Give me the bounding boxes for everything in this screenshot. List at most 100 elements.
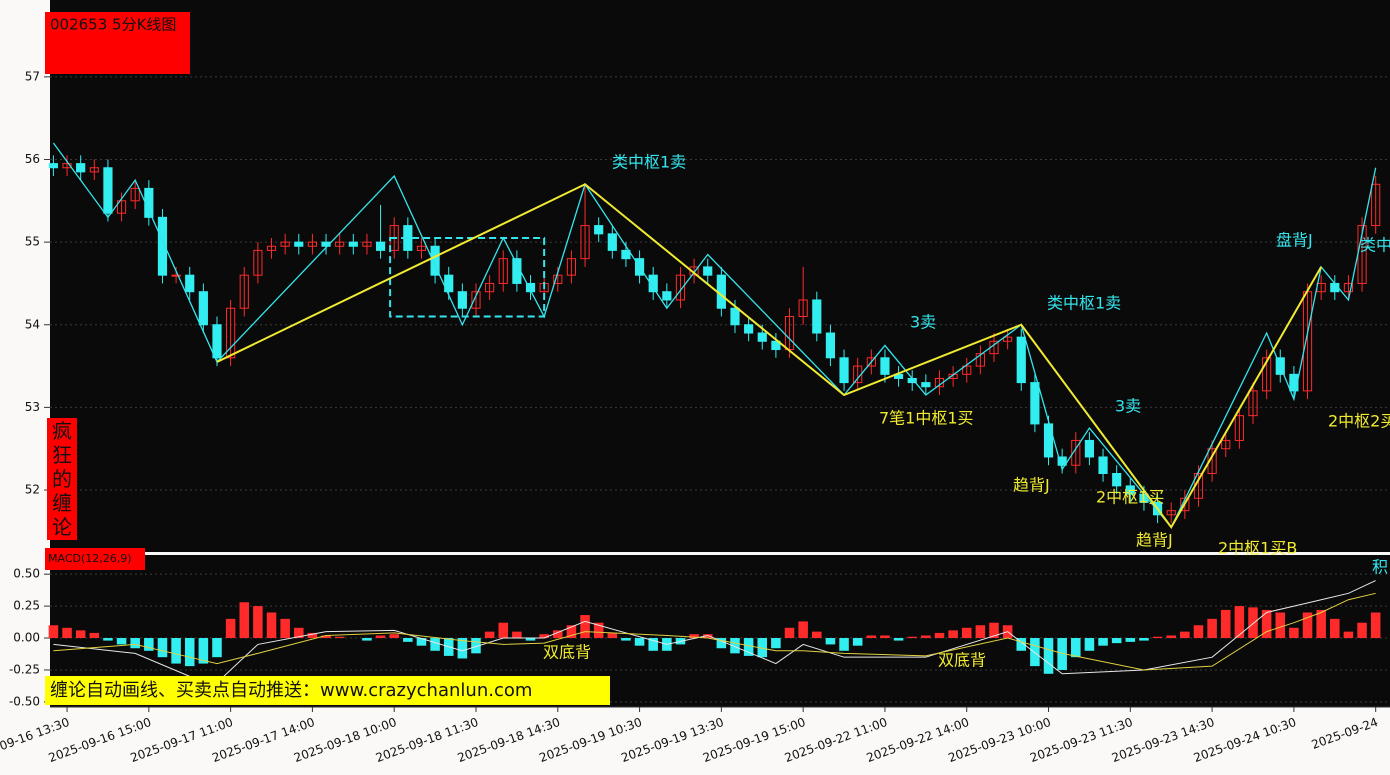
macd-bar [334, 636, 345, 639]
candle-body [553, 274, 563, 284]
annotation: 双底背 [543, 643, 591, 662]
macd-bar [1289, 627, 1299, 639]
macd-bar [553, 630, 563, 639]
candle-body [348, 241, 358, 247]
macd-bar [730, 638, 740, 654]
macd-bar [116, 638, 127, 645]
macd-bar [403, 638, 413, 642]
candle-body [689, 266, 699, 276]
macd-bar [893, 638, 904, 641]
annotation: 3卖 [910, 313, 936, 332]
macd-bar [416, 638, 427, 646]
macd-bar [1316, 609, 1326, 639]
macd-bar [593, 622, 604, 639]
candle-body [375, 241, 386, 251]
candle-body [962, 365, 972, 375]
y-tick-label: 53 [25, 400, 40, 414]
candle-body [485, 282, 495, 293]
candle-body [880, 357, 890, 375]
macd-bar [1057, 638, 1067, 670]
macd-bar [430, 638, 440, 651]
annotation: 2中枢1买B [1218, 539, 1297, 558]
candle-body [198, 291, 208, 326]
macd-bar [1261, 609, 1272, 639]
macd-bar [1220, 609, 1231, 639]
candle-body [744, 324, 754, 334]
macd-bar [812, 631, 822, 639]
macd-bar [1125, 638, 1136, 642]
dea-line [53, 592, 1376, 671]
candle-body [430, 245, 440, 276]
candle-body [594, 225, 604, 235]
candle-body [103, 167, 113, 214]
macd-bar [253, 606, 263, 639]
macd-bar [1098, 638, 1108, 646]
banner: 缠论自动画线、买卖点自动推送：www.crazychanlun.com [50, 680, 532, 701]
macd-bar [1043, 638, 1054, 674]
y-tick-label: 54 [25, 317, 40, 331]
macd-bar [784, 627, 795, 639]
macd-bar [934, 632, 945, 639]
candle-body [185, 274, 195, 293]
macd-bar [907, 636, 917, 639]
macd-bar [566, 625, 577, 639]
macd-bar [702, 634, 713, 639]
macd-title: MACD(12,26,9) [48, 552, 132, 565]
candle-body [294, 241, 304, 247]
candle-body [1016, 336, 1026, 384]
candle-body [362, 241, 372, 247]
macd-bar [866, 635, 877, 639]
macd-bar [280, 618, 290, 639]
annotation: 双底背 [938, 651, 986, 670]
macd-bar [75, 630, 86, 639]
candle-body [76, 163, 86, 173]
macd-bar [171, 638, 181, 664]
macd-bar [1343, 631, 1354, 639]
macd-bar [62, 627, 72, 639]
candle-body [212, 324, 222, 359]
macd-bar [961, 627, 972, 639]
candle-body [239, 274, 249, 309]
macd-bar [525, 638, 536, 641]
macd-bar [321, 635, 331, 639]
macd-bar [1248, 607, 1258, 639]
macd-bar [457, 638, 468, 659]
candle-body [771, 340, 781, 351]
annotation: 2中枢1买 [1096, 488, 1164, 507]
title-box [45, 12, 190, 74]
candle-body [130, 187, 140, 202]
macd-bar [48, 625, 59, 639]
candle-body [1371, 183, 1381, 227]
macd-bar [471, 638, 481, 654]
macd-title-box [45, 548, 145, 570]
macd-bar [1330, 618, 1340, 639]
candle-body [975, 353, 985, 367]
annotation: 趋背J [1013, 476, 1050, 495]
macd-bar [948, 630, 958, 639]
candle-body [1043, 423, 1054, 458]
candle-body [798, 299, 808, 317]
candle-body [471, 291, 481, 309]
macd-bar [484, 631, 495, 639]
candle-body [921, 382, 931, 388]
candle-body [1234, 415, 1244, 441]
macd-bar [130, 638, 140, 649]
candle-body [662, 291, 672, 301]
candle-body [703, 266, 713, 276]
candle-body [812, 299, 822, 334]
chart-title: 002653 5分K线图 [50, 16, 176, 34]
macd-bar [1302, 612, 1313, 639]
macd-bar [757, 638, 768, 658]
macd-bar [975, 625, 986, 639]
macd-bar [689, 634, 699, 639]
macd-bar [634, 638, 645, 646]
macd-bar [307, 632, 318, 639]
macd-bar [1111, 638, 1122, 644]
macd-bar [1370, 612, 1381, 639]
macd-bar [1234, 606, 1245, 639]
candle-body [1262, 357, 1272, 392]
y-tick-label: -0.50 [9, 694, 40, 708]
candle-body [866, 357, 876, 367]
